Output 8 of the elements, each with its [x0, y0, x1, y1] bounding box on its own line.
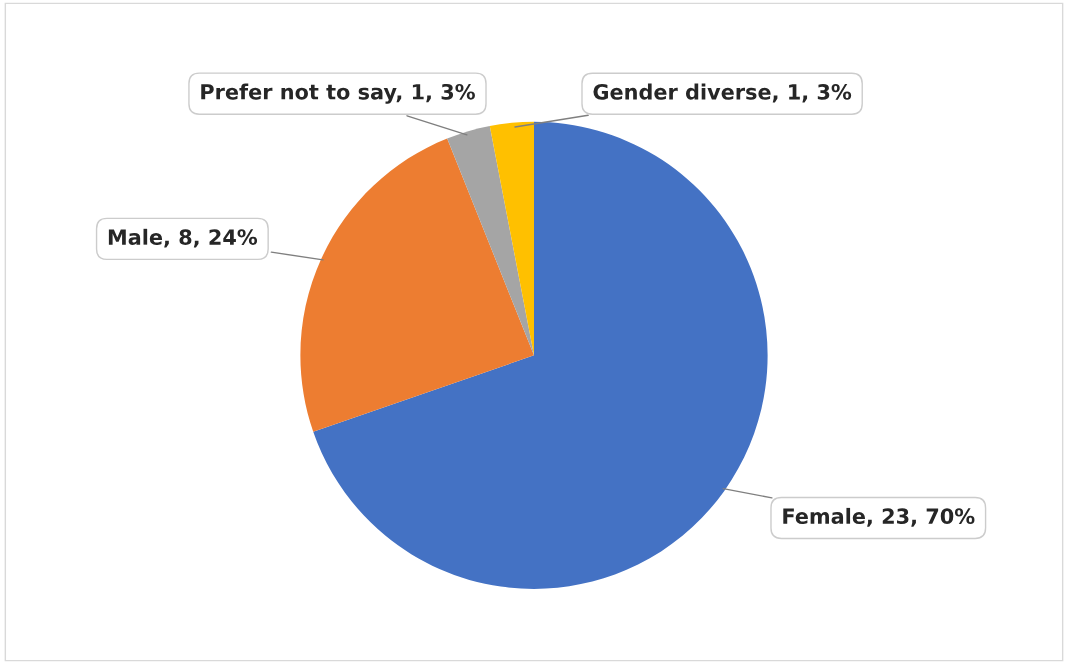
pie-slice [313, 121, 768, 589]
pie-slice [447, 125, 534, 356]
slice-label: Male, 8, 24% [108, 228, 258, 248]
pie-slice [489, 121, 534, 356]
pie-slice [300, 138, 534, 432]
slice-label: Prefer not to say, 1, 3% [201, 83, 475, 104]
slice-label: Gender diverse, 1, 3% [593, 83, 852, 103]
slice-label: Female, 23, 70% [783, 507, 975, 527]
